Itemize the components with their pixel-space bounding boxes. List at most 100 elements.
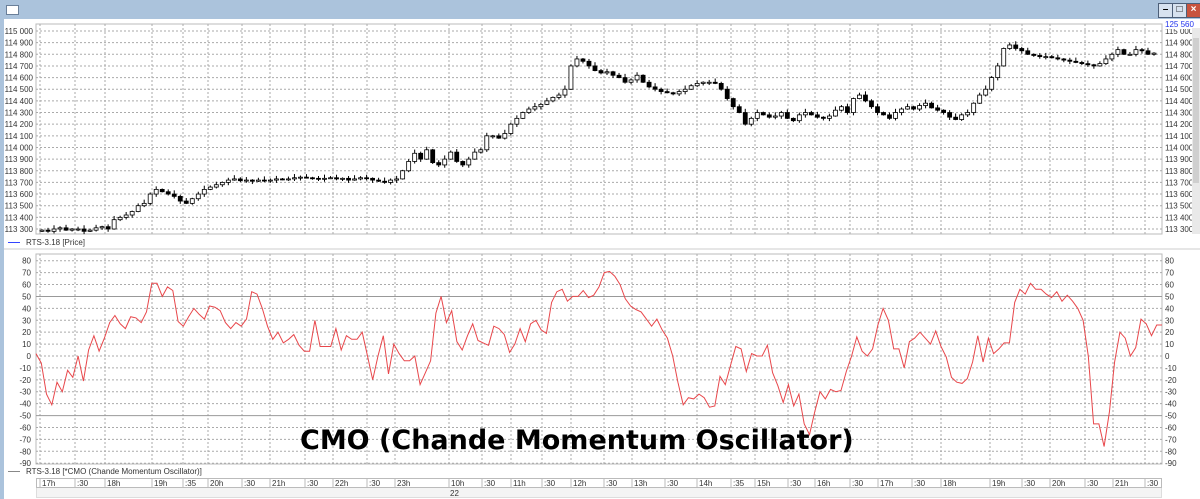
candle-down bbox=[1031, 53, 1037, 56]
time-tick-label: 11h bbox=[513, 479, 526, 488]
candle-down bbox=[1061, 58, 1067, 61]
candle-up bbox=[772, 115, 778, 118]
candle-down bbox=[742, 112, 748, 125]
price-legend: RTS-3.18 [Price] bbox=[8, 238, 85, 247]
candle-up bbox=[917, 105, 922, 110]
candle-down bbox=[430, 149, 436, 164]
candle-down bbox=[935, 107, 941, 111]
cmo-title-overlay: CMO (Chande Momentum Oscillator) bbox=[300, 425, 854, 456]
candle-down bbox=[1085, 63, 1091, 66]
candle-up bbox=[971, 102, 977, 113]
cmo-tick-label-right: -80 bbox=[1165, 447, 1177, 456]
candle-up bbox=[604, 71, 610, 74]
window-titlebar: – □ × bbox=[0, 0, 1200, 19]
price-tick-label-left: 115 000 bbox=[5, 27, 34, 36]
candle-down bbox=[586, 60, 592, 67]
scrollbar-thumb[interactable] bbox=[1193, 38, 1199, 183]
cmo-tick-label-left: -90 bbox=[19, 459, 31, 468]
cmo-tick-label-right: -10 bbox=[1165, 364, 1177, 373]
cmo-tick-label-left: -80 bbox=[19, 447, 31, 456]
candle-up bbox=[123, 214, 129, 218]
price-tick-label-left: 114 300 bbox=[5, 109, 34, 118]
time-tick-label: 12h bbox=[573, 479, 587, 488]
time-tick-label: :35 bbox=[733, 479, 745, 488]
time-axis[interactable] bbox=[36, 478, 1162, 488]
close-button[interactable]: × bbox=[1186, 3, 1200, 18]
candle-up bbox=[322, 177, 327, 180]
candle-down bbox=[947, 112, 953, 118]
price-tick-label-right: 113 600 bbox=[1165, 190, 1194, 199]
candle-up bbox=[520, 112, 526, 119]
candle-up bbox=[255, 179, 261, 182]
cmo-tick-label-left: 10 bbox=[22, 340, 31, 349]
candle-up bbox=[905, 106, 910, 110]
candle-down bbox=[1079, 62, 1085, 65]
candle-up bbox=[568, 65, 574, 90]
candle-up bbox=[532, 106, 538, 110]
cmo-tick-label-right: -40 bbox=[1165, 400, 1177, 409]
candle-down bbox=[953, 116, 959, 120]
candle-up bbox=[99, 226, 105, 229]
price-tick-label-right: 114 700 bbox=[1165, 62, 1194, 71]
price-tick-label-right: 113 400 bbox=[1165, 213, 1194, 222]
date-axis bbox=[36, 488, 1162, 498]
candle-up bbox=[69, 228, 75, 231]
time-tick-label: :30 bbox=[244, 479, 256, 488]
candle-down bbox=[177, 195, 183, 202]
candle-up bbox=[189, 198, 195, 204]
candle-up bbox=[556, 94, 562, 98]
candle-up bbox=[484, 135, 490, 151]
candle-down bbox=[280, 178, 285, 181]
price-tick-label-left: 114 000 bbox=[5, 143, 34, 152]
price-tick-label-right: 113 800 bbox=[1165, 167, 1194, 176]
candle-up bbox=[243, 179, 249, 182]
time-tick-label: 15h bbox=[757, 479, 771, 488]
price-tick-label-right: 114 100 bbox=[1165, 132, 1194, 141]
candle-down bbox=[183, 200, 189, 204]
cmo-tick-label-left: -20 bbox=[19, 376, 31, 385]
candle-up bbox=[466, 158, 472, 166]
time-tick-label: :30 bbox=[852, 479, 864, 488]
price-tick-label-left: 114 400 bbox=[5, 97, 34, 106]
cmo-legend: RTS-3.18 [*CMO (Chande Momentum Oscillat… bbox=[8, 467, 202, 476]
time-tick-label: :30 bbox=[1147, 479, 1159, 488]
candle-down bbox=[1067, 59, 1073, 62]
cmo-tick-label-left: 40 bbox=[22, 304, 31, 313]
cmo-tick-label-right: -50 bbox=[1165, 412, 1177, 421]
candle-down bbox=[1145, 50, 1151, 55]
candle-down bbox=[105, 226, 111, 230]
candle-down bbox=[45, 229, 51, 232]
time-tick-label: 23h bbox=[397, 479, 411, 488]
cmo-tick-label-right: 70 bbox=[1165, 269, 1174, 278]
candle-up bbox=[298, 176, 303, 179]
cmo-tick-label-left: -30 bbox=[19, 388, 31, 397]
candle-up bbox=[201, 188, 207, 195]
cmo-tick-label-left: 80 bbox=[22, 257, 31, 266]
candle-up bbox=[538, 103, 544, 108]
time-tick-label: :30 bbox=[544, 479, 556, 488]
chart-frame bbox=[4, 19, 1200, 499]
cmo-legend-text: RTS-3.18 [*CMO (Chande Momentum Oscillat… bbox=[26, 467, 202, 476]
candle-up bbox=[1151, 52, 1157, 55]
price-tick-label-left: 114 200 bbox=[5, 120, 34, 129]
candle-up bbox=[857, 94, 862, 99]
time-tick-label: :30 bbox=[77, 479, 89, 488]
candle-down bbox=[616, 74, 622, 78]
candle-up bbox=[1007, 44, 1013, 49]
time-tick-label: :30 bbox=[369, 479, 381, 488]
candle-up bbox=[292, 177, 297, 180]
candle-down bbox=[881, 112, 886, 116]
candle-up bbox=[352, 178, 357, 181]
candle-down bbox=[316, 177, 321, 180]
cmo-line bbox=[35, 270, 1162, 447]
cmo-tick-label-left: -70 bbox=[19, 435, 31, 444]
time-tick-label: 18h bbox=[943, 479, 957, 488]
candle-down bbox=[436, 162, 442, 166]
candle-up bbox=[1115, 49, 1121, 55]
cmo-tick-label-right: 10 bbox=[1165, 340, 1174, 349]
time-tick-label: 14h bbox=[699, 479, 713, 488]
price-plot-area bbox=[35, 23, 1163, 235]
time-tick-label: 17h bbox=[42, 479, 56, 488]
price-tick-label-left: 114 100 bbox=[5, 132, 34, 141]
cmo-tick-label-right: 50 bbox=[1165, 292, 1174, 301]
